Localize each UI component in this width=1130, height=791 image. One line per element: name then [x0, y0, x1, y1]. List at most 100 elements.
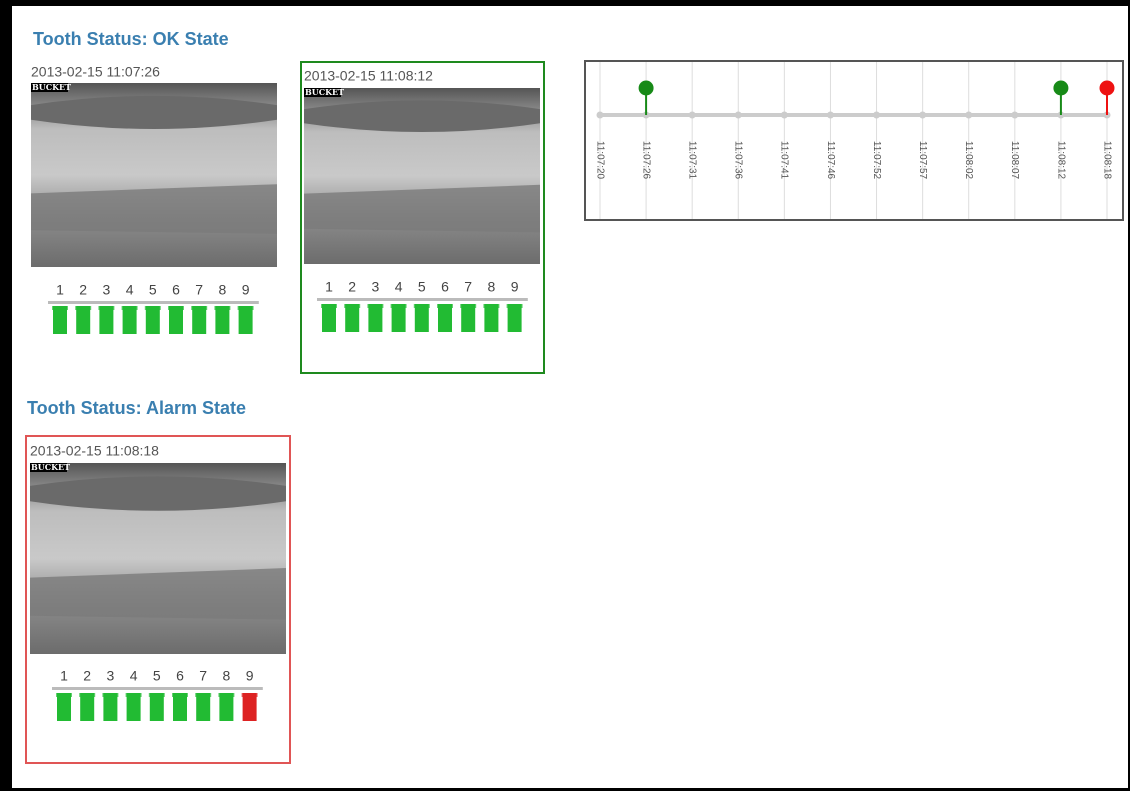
tooth-number: 3: [103, 282, 111, 298]
image-label: BUCKET: [31, 462, 70, 472]
tooth-number: 4: [126, 282, 134, 298]
tooth-number: 2: [79, 282, 87, 298]
timestamp: 2013-02-15 11:07:26: [31, 64, 160, 80]
tooth-top: [483, 304, 499, 308]
timeline-label: 11:08:18: [1101, 141, 1112, 180]
tooth: [103, 693, 117, 721]
image-label: BUCKET: [32, 82, 71, 92]
tooth-top: [172, 693, 188, 697]
tooth-number: 2: [83, 668, 91, 684]
tooth-number: 5: [153, 668, 161, 684]
timeline-label: 11:07:52: [871, 141, 882, 180]
timestamp: 2013-02-15 11:08:18: [30, 443, 159, 459]
tooth: [368, 304, 382, 332]
timeline-label: 11:07:57: [917, 141, 928, 180]
image-label: BUCKET: [305, 87, 344, 97]
tooth-number: 8: [219, 282, 227, 298]
tooth-number: 8: [488, 279, 496, 295]
tooth: [80, 693, 94, 721]
tooth: [127, 693, 141, 721]
timeline-label: 11:07:36: [733, 141, 744, 180]
timeline-dot: [919, 112, 926, 119]
tooth-number: 1: [325, 279, 333, 295]
tooth-top: [344, 304, 360, 308]
tooth: [53, 306, 67, 334]
tooth-number: 5: [418, 279, 426, 295]
tooth-number: 6: [172, 282, 180, 298]
bucket-lip: [31, 96, 277, 129]
timeline-dot: [873, 112, 880, 119]
tooth: [461, 304, 475, 332]
tooth-top: [321, 304, 337, 308]
tooth: [173, 693, 187, 721]
tooth: [123, 306, 137, 334]
tooth-top: [52, 306, 68, 310]
timeline-dot: [735, 112, 742, 119]
tooth-number: 4: [395, 279, 403, 295]
alarm-heading: Tooth Status: Alarm State: [27, 398, 246, 418]
timeline-label: 11:07:41: [779, 141, 790, 180]
tooth: [508, 304, 522, 332]
tooth-top: [238, 306, 254, 310]
tooth-top: [507, 304, 523, 308]
tooth: [57, 693, 71, 721]
tooth-number: 9: [242, 282, 250, 298]
event-marker: [639, 81, 654, 96]
timeline-label: 11:08:07: [1009, 141, 1020, 180]
tooth-rail: [48, 301, 259, 304]
tooth-top: [79, 693, 95, 697]
tooth-top: [195, 693, 211, 697]
tooth: [215, 306, 229, 334]
timeline-dot: [965, 112, 972, 119]
event-marker: [1053, 81, 1068, 96]
tooth-number: 7: [464, 279, 472, 295]
timeline-dot: [781, 112, 788, 119]
tooth-top: [168, 306, 184, 310]
timeline-dot: [827, 112, 834, 119]
tooth: [415, 304, 429, 332]
timeline-label: 11:07:20: [594, 141, 605, 180]
tooth: [345, 304, 359, 332]
tooth-top: [414, 304, 430, 308]
tooth: [169, 306, 183, 334]
timeline-label: 11:08:12: [1055, 141, 1066, 180]
tooth: [192, 306, 206, 334]
tooth: [219, 693, 233, 721]
tooth-rail: [317, 298, 528, 301]
tooth-number: 6: [441, 279, 449, 295]
tooth-top: [242, 693, 258, 697]
tooth-number: 2: [348, 279, 356, 295]
timeline-dot: [597, 112, 604, 119]
tooth-top: [56, 693, 72, 697]
tooth: [239, 306, 253, 334]
tooth-top: [214, 306, 230, 310]
page: Tooth Status: OK State Tooth Status: Ala…: [0, 0, 1130, 791]
event-marker: [1100, 81, 1115, 96]
timeline-dot: [689, 112, 696, 119]
tooth: [146, 306, 160, 334]
tooth: [392, 304, 406, 332]
timeline-dot: [1011, 112, 1018, 119]
tooth-number: 7: [195, 282, 203, 298]
tooth-number: 9: [246, 668, 254, 684]
tooth: [484, 304, 498, 332]
tooth-rail: [52, 687, 263, 690]
tooth: [76, 306, 90, 334]
tooth-top: [98, 306, 114, 310]
tooth-number: 5: [149, 282, 157, 298]
tooth-top: [126, 693, 142, 697]
timeline-label: 11:07:26: [640, 141, 651, 180]
tooth: [243, 693, 257, 721]
timeline-label: 11:08:02: [963, 141, 974, 180]
tooth: [196, 693, 210, 721]
tooth-top: [122, 306, 138, 310]
tooth-top: [460, 304, 476, 308]
tooth-number: 9: [511, 279, 519, 295]
tooth-top: [437, 304, 453, 308]
tooth-top: [102, 693, 118, 697]
tooth-number: 1: [60, 668, 68, 684]
tooth: [99, 306, 113, 334]
tooth-number: 3: [372, 279, 380, 295]
timeline-label: 11:07:46: [825, 141, 836, 180]
tooth: [150, 693, 164, 721]
